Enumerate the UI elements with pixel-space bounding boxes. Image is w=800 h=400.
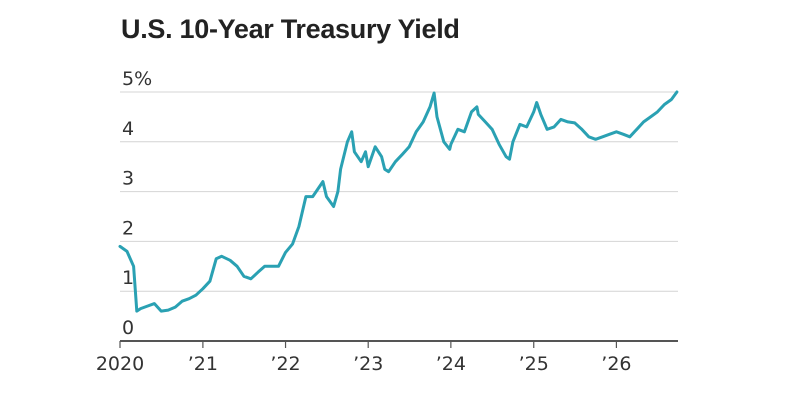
x-axis-ticks: 2020 ’21 ’22 ’23 ’24 ’25 ’26 xyxy=(96,341,632,375)
x-tick-label: 2020 xyxy=(96,353,144,375)
x-tick-label: ’21 xyxy=(188,353,218,375)
x-tick-label: ’26 xyxy=(601,353,631,375)
y-tick-label: 2 xyxy=(122,217,134,239)
x-tick-label: ’22 xyxy=(270,353,300,375)
y-tick-label: 0 xyxy=(122,317,134,339)
x-tick-label: ’25 xyxy=(519,353,549,375)
y-tick-label: 5% xyxy=(122,68,152,90)
chart-title: U.S. 10-Year Treasury Yield xyxy=(121,14,460,44)
x-tick-label: ’24 xyxy=(436,353,466,375)
y-axis-ticks: 0 1 2 3 4 5% xyxy=(122,68,152,339)
gridlines xyxy=(120,91,678,292)
yield-line xyxy=(118,90,679,313)
y-tick-label: 4 xyxy=(122,118,134,140)
x-tick-label: ’23 xyxy=(353,353,383,375)
y-tick-label: 1 xyxy=(122,267,134,289)
y-tick-label: 3 xyxy=(122,168,134,190)
